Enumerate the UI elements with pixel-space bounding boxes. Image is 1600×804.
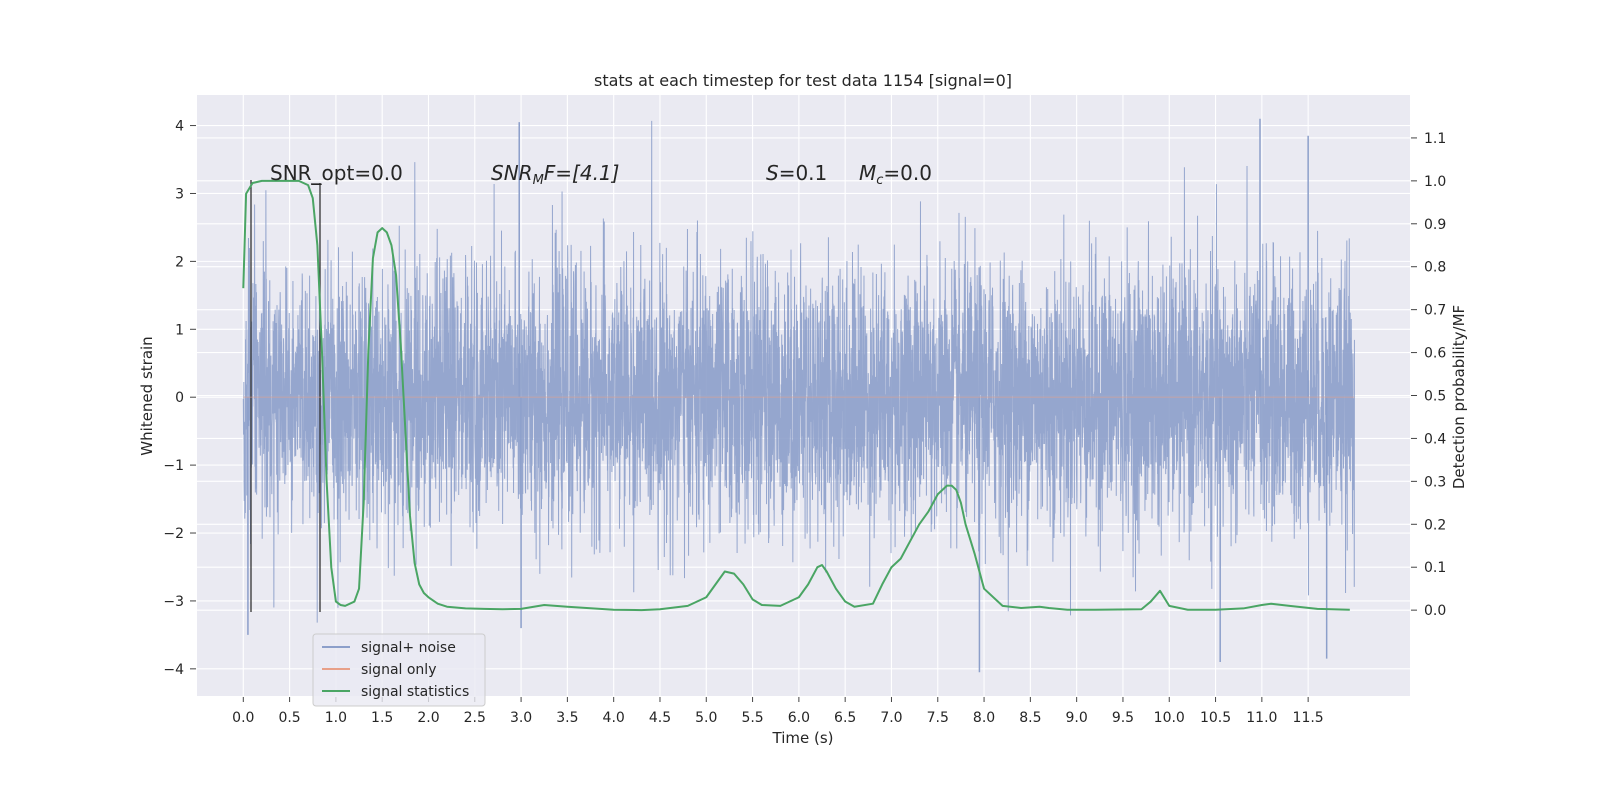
y-right-tick-label: 0.5 — [1424, 389, 1446, 405]
x-tick-label: 8.5 — [1019, 710, 1041, 726]
y-tick-label: −4 — [163, 662, 184, 678]
y-axis-right-ticks: 1.1 1.0 0.9 0.8 0.7 0.6 0.5 0.4 0.3 0.2 0.1 0.0 — [1411, 131, 1446, 619]
signal-noise-spikes — [247, 118, 1328, 673]
y-axis-label: Whitened strain — [138, 336, 156, 455]
x-tick-label: 10.5 — [1200, 710, 1231, 726]
x-tick-label: 6.5 — [834, 710, 856, 726]
signal-noise-line — [242, 120, 1355, 623]
x-axis-ticks: 0.0 0.5 1.0 1.5 2.0 2.5 3.0 3.5 4.0 4.5 5.0 5.5 6.0 6… — [232, 697, 1324, 726]
legend-label-signal-noise: signal+ noise — [361, 640, 456, 656]
x-tick-label: 3.5 — [556, 710, 578, 726]
x-tick-label: 8.0 — [973, 710, 995, 726]
annotation-mc: Mc=0.0 — [859, 161, 932, 188]
y-tick-label: −3 — [163, 594, 184, 610]
signal-statistics-series — [242, 179, 1350, 612]
x-tick-label: 7.5 — [927, 710, 949, 726]
y-right-tick-label: 0.0 — [1424, 603, 1446, 619]
y-right-tick-label: 0.2 — [1424, 517, 1446, 533]
y-right-tick-label: 0.7 — [1424, 303, 1446, 319]
signal-noise-series — [242, 118, 1355, 673]
y-right-tick-label: 0.9 — [1424, 217, 1446, 233]
x-tick-label: 4.0 — [603, 710, 625, 726]
y-right-tick-label: 1.0 — [1424, 174, 1446, 190]
annotation-s: S=0.1 — [766, 161, 827, 185]
x-tick-label: 5.5 — [741, 710, 763, 726]
chart-title: stats at each timestep for test data 115… — [594, 71, 1012, 90]
y-tick-label: 2 — [175, 254, 184, 270]
x-tick-label: 9.0 — [1066, 710, 1088, 726]
legend: signal+ noise signal only signal statist… — [312, 633, 486, 707]
x-tick-label: 2.0 — [417, 710, 439, 726]
x-tick-label: 7.0 — [880, 710, 902, 726]
signal-statistics-line — [242, 179, 1350, 612]
x-tick-label: 4.5 — [649, 710, 671, 726]
y-right-tick-label: 0.1 — [1424, 560, 1446, 576]
y-axis-right-label: Detection probability/MF — [1450, 305, 1468, 489]
x-tick-label: 11.0 — [1246, 710, 1277, 726]
y-tick-label: 0 — [175, 390, 184, 406]
x-tick-label: 0.0 — [232, 710, 254, 726]
y-tick-label: 3 — [175, 186, 184, 202]
y-axis-left-ticks: 4 3 2 1 0 −1 −2 −3 −4 — [163, 119, 196, 678]
y-tick-label: −1 — [163, 458, 184, 474]
y-right-tick-label: 0.4 — [1424, 431, 1446, 447]
x-tick-label: 1.0 — [325, 710, 347, 726]
y-right-tick-label: 0.8 — [1424, 260, 1446, 276]
legend-label-signal-statistics: signal statistics — [361, 684, 469, 700]
annotation-snr-opt: SNR_opt=0.0 — [270, 161, 403, 185]
x-tick-label: 0.5 — [278, 710, 300, 726]
x-tick-label: 10.0 — [1154, 710, 1185, 726]
y-tick-label: 4 — [175, 119, 184, 135]
x-tick-label: 3.0 — [510, 710, 532, 726]
annotation-snr-mf: SNRMF=[4.1] — [491, 161, 619, 188]
y-right-tick-label: 0.6 — [1424, 346, 1446, 362]
x-tick-label: 9.5 — [1112, 710, 1134, 726]
x-tick-label: 2.5 — [464, 710, 486, 726]
y-right-tick-label: 1.1 — [1424, 131, 1446, 147]
y-tick-label: 1 — [175, 322, 184, 338]
legend-label-signal-only: signal only — [361, 662, 436, 678]
x-tick-label: 11.5 — [1293, 710, 1324, 726]
x-tick-label: 1.5 — [371, 710, 393, 726]
y-tick-label: −2 — [163, 526, 184, 542]
x-tick-label: 5.0 — [695, 710, 717, 726]
x-axis-label: Time (s) — [772, 729, 834, 747]
y-right-tick-label: 0.3 — [1424, 474, 1446, 490]
legend-box — [312, 633, 486, 707]
x-tick-label: 6.0 — [788, 710, 810, 726]
